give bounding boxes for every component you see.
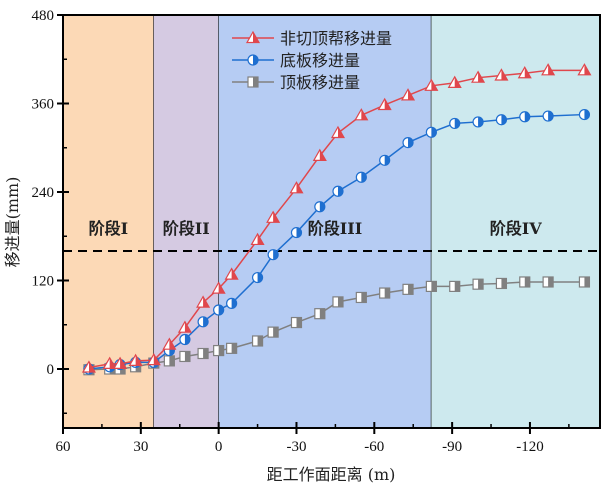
square-marker (584, 276, 590, 287)
triangle-marker (431, 79, 438, 91)
legend-label: 顶板移进量 (280, 73, 360, 92)
triangle-marker (257, 233, 264, 245)
y-axis-label: 移进量(mm) (3, 177, 22, 268)
legend-item: 非切顶帮移进量 (232, 29, 392, 48)
circle-marker (231, 298, 237, 309)
y-tick-label: 120 (32, 274, 55, 290)
square-marker (501, 278, 507, 289)
x-tick-label: 0 (215, 439, 223, 455)
x-tick-label: -120 (516, 439, 544, 455)
triangle-marker (337, 127, 344, 138)
triangle-marker (319, 149, 326, 161)
legend-item: 底板移进量 (232, 51, 360, 70)
circle-marker (478, 116, 484, 127)
triangle-marker (253, 32, 259, 43)
circle-marker (218, 305, 224, 315)
circle-marker (203, 316, 209, 327)
stage-bands: 阶段I 阶段II 阶段III 阶段IV (63, 15, 600, 428)
circle-marker (431, 127, 437, 138)
square-marker (184, 351, 190, 362)
triangle-marker (408, 89, 415, 100)
triangle-marker (203, 296, 210, 308)
circle-marker (319, 201, 325, 212)
y-tick-label: 360 (32, 97, 55, 113)
stage-label: 阶段III (308, 219, 362, 238)
y-tick-label: 240 (32, 185, 55, 201)
triangle-marker (120, 357, 127, 369)
square-marker (454, 281, 460, 292)
square-marker (169, 355, 175, 366)
square-marker (431, 281, 437, 292)
triangle-marker (135, 354, 142, 366)
square-marker (548, 276, 554, 287)
triangle-marker (584, 64, 591, 75)
circle-marker (296, 227, 302, 238)
circle-marker (548, 111, 554, 122)
circle-marker (384, 155, 390, 166)
y-tick-label: 0 (47, 362, 55, 378)
circle-marker (361, 172, 367, 183)
triangle-marker (184, 321, 191, 333)
triangle-marker (218, 282, 225, 294)
circle-marker (524, 111, 530, 122)
square-marker (337, 296, 343, 307)
triangle-marker (231, 268, 238, 280)
plot-frame (62, 14, 601, 429)
square-marker (218, 345, 224, 356)
legend-label: 非切顶帮移进量 (280, 29, 392, 48)
circle-marker (501, 114, 507, 125)
x-tick-label: 60 (56, 439, 71, 455)
legend-label: 底板移进量 (280, 51, 360, 70)
square-marker (203, 348, 209, 359)
triangle-marker (153, 354, 160, 365)
square-marker (478, 279, 484, 290)
y-tick-label: 480 (32, 8, 55, 24)
x-axis-label: 距工作面距离 (m) (267, 465, 396, 484)
triangle-marker (109, 357, 116, 369)
triangle-marker (273, 211, 280, 223)
x-tick-label: 30 (133, 439, 148, 455)
triangle-marker (169, 338, 176, 350)
triangle-marker (361, 109, 368, 120)
circle-marker (184, 334, 190, 345)
series-triangle (81, 63, 592, 373)
square-marker (361, 292, 367, 303)
square-marker (384, 288, 390, 299)
triangle-marker (384, 98, 391, 110)
square-marker (408, 284, 414, 295)
stage-label: 阶段I (89, 219, 129, 238)
square-marker (257, 335, 263, 346)
x-tick-label: -90 (442, 439, 462, 455)
triangle-marker (296, 182, 303, 193)
triangle-marker (88, 361, 95, 373)
circle-marker (408, 137, 414, 148)
triangle-marker (454, 76, 461, 88)
circle-marker (257, 272, 263, 283)
triangle-marker (524, 67, 531, 78)
triangle-marker (501, 69, 508, 80)
triangle-marker (548, 64, 555, 75)
square-marker (524, 276, 530, 287)
circle-marker (253, 55, 258, 65)
series-group (81, 63, 592, 376)
square-marker (231, 343, 237, 354)
circle-marker (584, 109, 590, 120)
square-marker (273, 327, 279, 338)
stage-label: 阶段II (163, 219, 210, 238)
legend-item: 顶板移进量 (232, 73, 360, 92)
axes: 60 30 0 -30 -60 -90 -120 0 120 240 360 480 (32, 8, 601, 455)
circle-marker (454, 118, 460, 129)
square-marker (253, 77, 258, 87)
x-tick-label: -30 (286, 439, 306, 455)
square-marker (296, 317, 302, 328)
stage-band (431, 15, 600, 428)
circle-marker (273, 249, 279, 260)
square-marker (319, 308, 325, 319)
stage-label: 阶段IV (490, 219, 542, 238)
triangle-marker (478, 71, 485, 83)
circle-marker (337, 186, 343, 197)
x-tick-label: -60 (364, 439, 384, 455)
